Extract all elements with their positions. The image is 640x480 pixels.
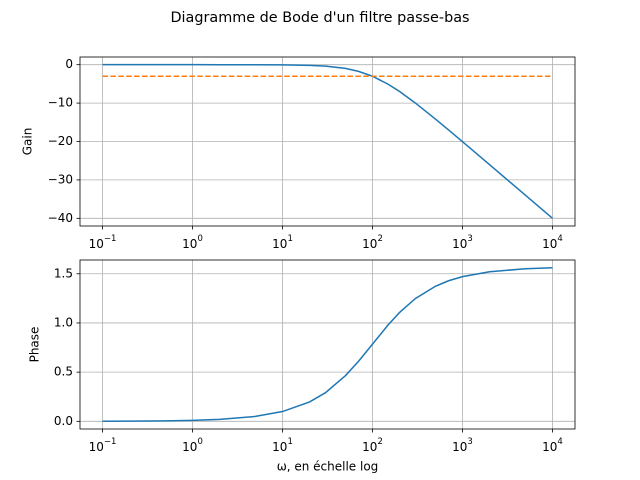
y-tick-label: −40	[48, 211, 73, 225]
line-series	[102, 63, 553, 219]
x-tick-label: 10−1	[89, 437, 117, 454]
x-tick-base: 10	[272, 440, 287, 454]
axes-frame	[79, 56, 576, 227]
x-tick-label: 104	[542, 234, 563, 251]
y-tick-label: −30	[48, 172, 73, 186]
x-tick-base: 10	[182, 440, 197, 454]
x-tick-label: 102	[362, 234, 383, 251]
x-axis-label: ω, en échelle log	[277, 460, 379, 474]
figure-title: Diagramme de Bode d'un filtre passe-bas	[170, 10, 469, 26]
axes-frame	[79, 259, 576, 430]
x-tick-label: 103	[452, 234, 473, 251]
y-tick-label: 0.5	[54, 365, 73, 379]
y-tick-label: −20	[48, 134, 73, 148]
x-tick-exponent: −1	[104, 234, 117, 244]
x-tick-exponent: −1	[104, 437, 117, 447]
x-tick-exponent: 4	[557, 234, 562, 244]
x-tick-exponent: 3	[467, 437, 472, 447]
x-tick-base: 10	[182, 237, 197, 251]
x-tick-exponent: 2	[377, 437, 382, 447]
y-tick-label: 0.0	[54, 414, 73, 428]
x-tick-base: 10	[452, 237, 467, 251]
x-tick-base: 10	[542, 440, 557, 454]
y-tick-label: 1.5	[54, 266, 73, 280]
x-tick-exponent: 1	[287, 234, 292, 244]
x-tick-base: 10	[89, 440, 104, 454]
x-tick-base: 10	[452, 440, 467, 454]
x-tick-label: 104	[542, 437, 563, 454]
x-tick-exponent: 1	[287, 437, 292, 447]
line-series	[102, 267, 553, 422]
x-tick-base: 10	[542, 237, 557, 251]
x-tick-base: 10	[272, 237, 287, 251]
x-tick-exponent: 0	[197, 437, 202, 447]
y-tick-label: 0	[65, 57, 73, 71]
x-tick-exponent: 2	[377, 234, 382, 244]
x-tick-exponent: 4	[557, 437, 562, 447]
y-axis-label: Gain	[21, 128, 35, 156]
x-tick-label: 100	[182, 234, 203, 251]
x-tick-label: 10−1	[89, 234, 117, 251]
x-tick-label: 103	[452, 437, 473, 454]
x-tick-label: 101	[272, 437, 293, 454]
x-tick-base: 10	[362, 440, 377, 454]
y-tick-label: 1.0	[54, 315, 73, 329]
x-tick-exponent: 3	[467, 234, 472, 244]
x-tick-label: 102	[362, 437, 383, 454]
x-tick-exponent: 0	[197, 234, 202, 244]
x-tick-label: 101	[272, 234, 293, 251]
x-tick-label: 100	[182, 437, 203, 454]
y-axis-label: Phase	[28, 327, 42, 363]
x-tick-base: 10	[362, 237, 377, 251]
x-tick-base: 10	[89, 237, 104, 251]
y-tick-label: −10	[48, 96, 73, 110]
